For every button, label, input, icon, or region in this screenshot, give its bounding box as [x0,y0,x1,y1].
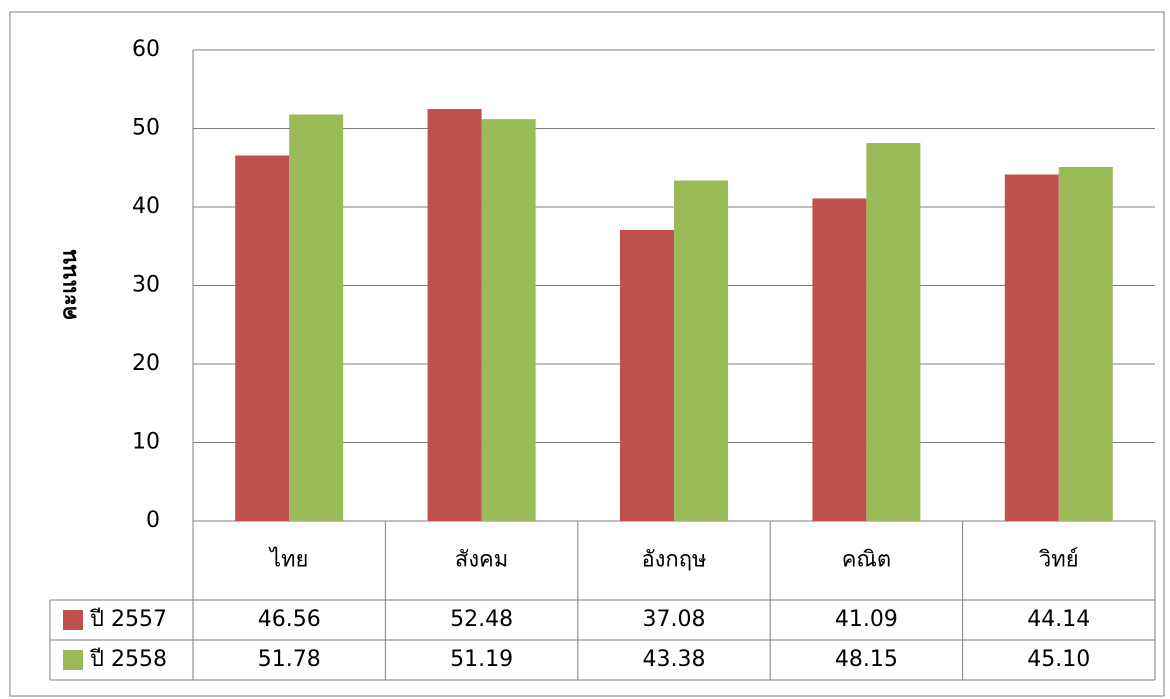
category-label: ไทย [268,547,308,573]
bar [427,109,482,522]
category-label: คณิต [842,548,891,573]
table-value: 51.19 [450,647,513,672]
y-tick-label: 0 [146,508,160,533]
table-value: 46.56 [258,607,321,632]
bar [674,180,728,522]
y-tick-label: 60 [132,37,160,62]
table-value: 45.10 [1027,647,1090,672]
table-value: 44.14 [1027,607,1090,632]
table-value: 52.48 [450,607,513,632]
legend-swatch [63,650,83,670]
category-label: สังคม [455,548,508,573]
legend-label: ปี 2557 [89,607,167,632]
legend-swatch [63,610,83,630]
y-tick-label: 10 [132,430,160,455]
category-label: วิทย์ [1038,548,1078,573]
bar [812,198,867,522]
y-tick-label: 50 [132,116,160,141]
bar [481,119,536,521]
y-tick-label: 20 [132,351,160,376]
bar [1058,166,1113,521]
bar [235,155,290,521]
bar [620,229,674,521]
table-value: 51.78 [258,647,321,672]
table-value: 43.38 [643,647,706,672]
bar [1004,174,1059,521]
y-tick-label: 40 [132,194,160,219]
category-label: อังกฤษ [641,548,706,573]
table-value: 48.15 [835,647,898,672]
y-axis-label: คะแนน [57,250,82,321]
table-value: 37.08 [643,607,706,632]
bar [289,114,344,521]
legend-label: ปี 2558 [89,647,167,672]
table-value: 41.09 [835,607,898,632]
y-tick-label: 30 [132,273,160,298]
chart-border [9,11,1165,697]
bar [866,143,921,521]
